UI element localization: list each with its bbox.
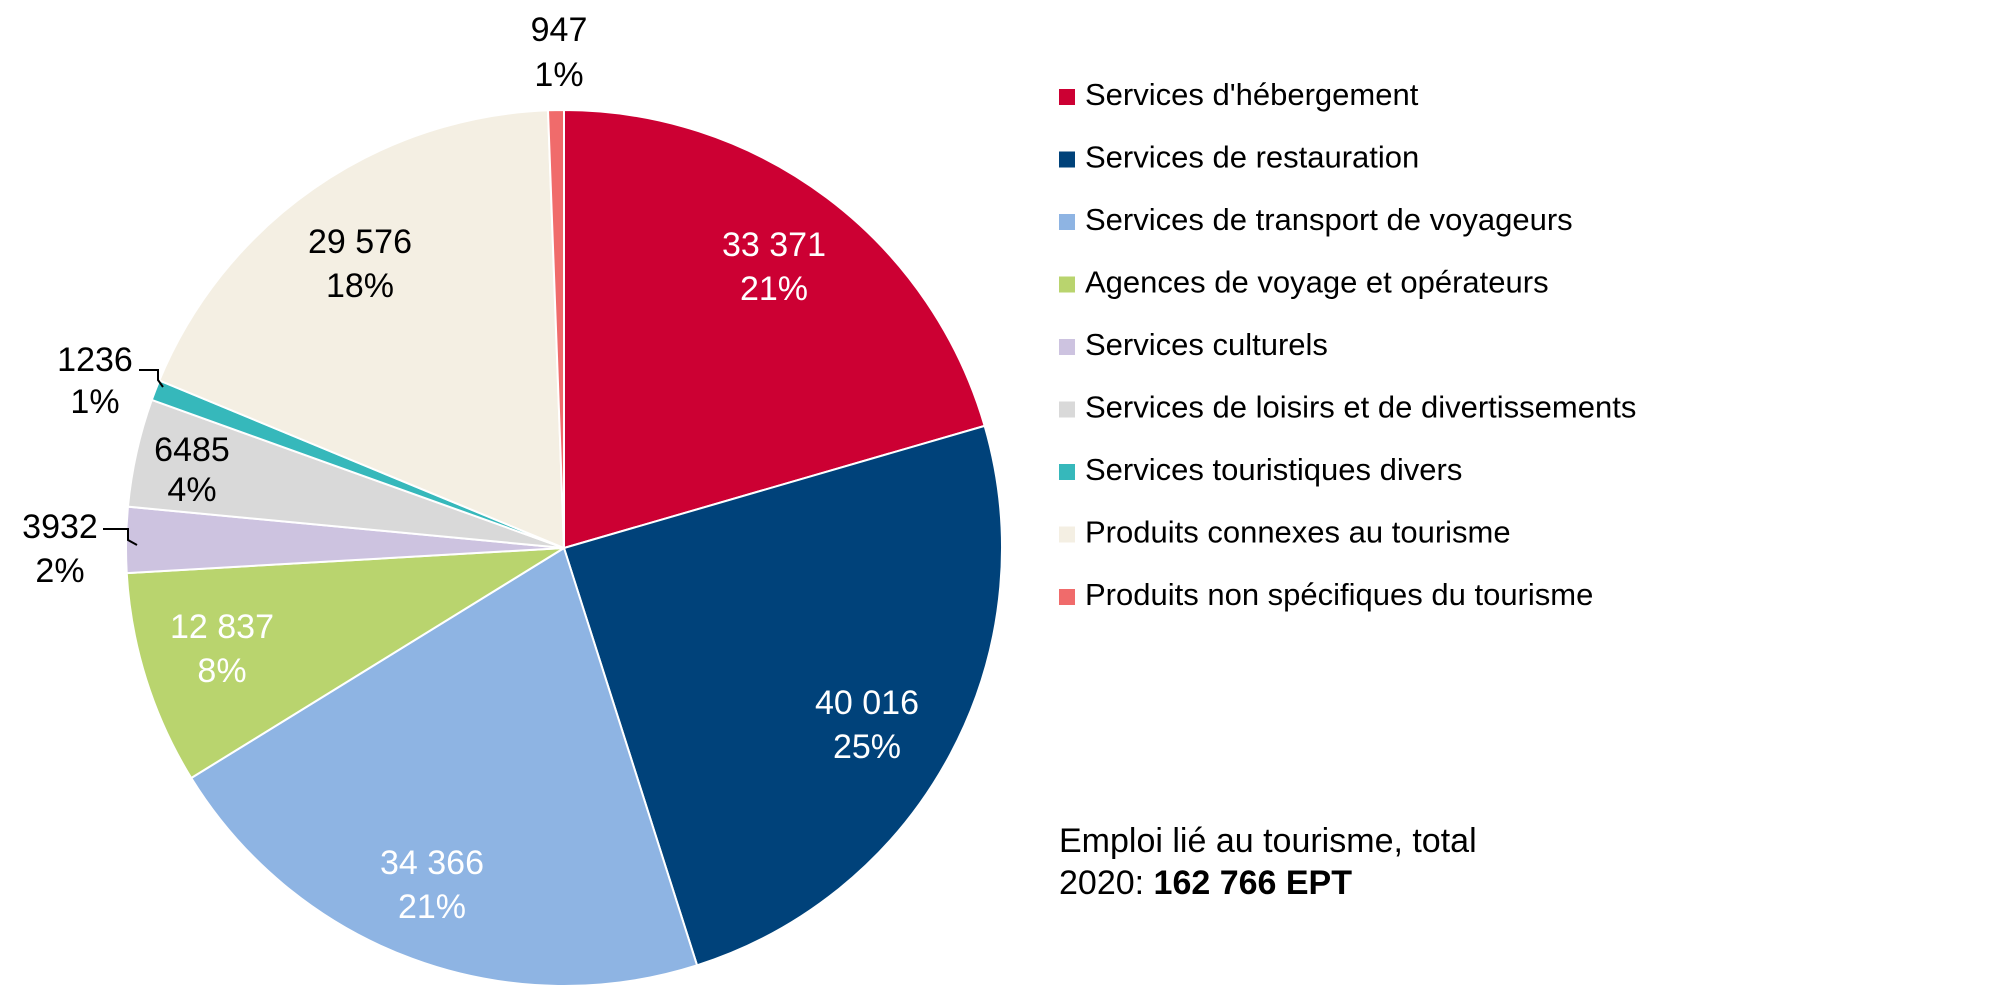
pie-slices: [125, 108, 1003, 987]
legend-swatch: [1059, 589, 1075, 605]
slice-value-label: 34 366: [380, 844, 484, 882]
slice-percent-label: 4%: [167, 471, 216, 509]
legend-swatch: [1059, 464, 1075, 480]
pie-slice-services-d-hebergement: [563, 108, 986, 550]
slice-labels: 33 371 21% 40 016 25% 34 366 21% 12 837 8% 3932 2…: [22, 11, 919, 926]
slice-percent-label: 25%: [833, 728, 901, 766]
leader-lines: [103, 369, 164, 546]
slice-value-label: 947: [531, 11, 588, 49]
note-total: 162 766 EPT: [1153, 864, 1353, 902]
pie-slice-agences-de-voyage-et-operateurs: [125, 547, 565, 780]
slice-value-label: 29 576: [308, 223, 412, 261]
slice-percent-label: 2%: [35, 552, 84, 590]
legend-label: Produits non spécifiques du tourisme: [1085, 577, 1593, 612]
slice-value-label: 33 371: [722, 226, 826, 264]
total-employment-note: Emploi lié au tourisme, total 2020: 162 …: [1059, 820, 1477, 904]
slice-value-label: 1236: [57, 341, 133, 379]
note-line-2: 2020: 162 766 EPT: [1059, 862, 1477, 904]
legend-swatch: [1059, 151, 1075, 168]
legend-label: Services de loisirs et de divertissement…: [1085, 390, 1636, 425]
legend-label: Services de transport de voyageurs: [1085, 202, 1573, 237]
legend-label: Services d'hébergement: [1085, 77, 1419, 112]
legend-label: Agences de voyage et opérateurs: [1085, 265, 1549, 300]
legend-swatch: [1059, 526, 1075, 543]
pie-slice-services-de-restauration: [562, 424, 1003, 967]
legend-swatch: [1059, 276, 1075, 293]
slice-value-label: 6485: [154, 431, 230, 469]
slice-percent-label: 8%: [197, 652, 246, 690]
legend: Services d'hébergement Services de restau…: [1059, 77, 1636, 612]
legend-label: Produits connexes au tourisme: [1085, 515, 1511, 550]
note-line-1: Emploi lié au tourisme, total: [1059, 822, 1477, 860]
legend-swatch: [1059, 339, 1075, 355]
pie-slice-produits-non-specifiques-du-tourisme: [546, 108, 565, 549]
slice-value-label: 40 016: [815, 684, 919, 722]
leader-line: [103, 528, 138, 546]
legend-swatch: [1059, 401, 1075, 418]
legend-swatch: [1059, 214, 1075, 230]
slice-percent-label: 18%: [326, 267, 394, 305]
slice-value-label: 3932: [22, 508, 98, 546]
legend-label: Services culturels: [1085, 327, 1328, 362]
slice-percent-label: 21%: [740, 270, 808, 308]
pie-slice-produits-connexes-au-tourisme: [158, 109, 566, 550]
pie-slice-services-de-transport-de-voyageurs: [189, 546, 699, 987]
legend-label: Services touristiques divers: [1085, 452, 1462, 487]
note-year: 2020:: [1059, 864, 1154, 902]
legend-label: Services de restauration: [1085, 140, 1419, 175]
legend-swatch: [1059, 89, 1075, 105]
leader-line: [139, 369, 164, 388]
slice-percent-label: 1%: [70, 383, 119, 421]
slice-percent-label: 21%: [398, 888, 466, 926]
slice-percent-label: 1%: [534, 56, 583, 94]
slice-value-label: 12 837: [170, 608, 274, 646]
